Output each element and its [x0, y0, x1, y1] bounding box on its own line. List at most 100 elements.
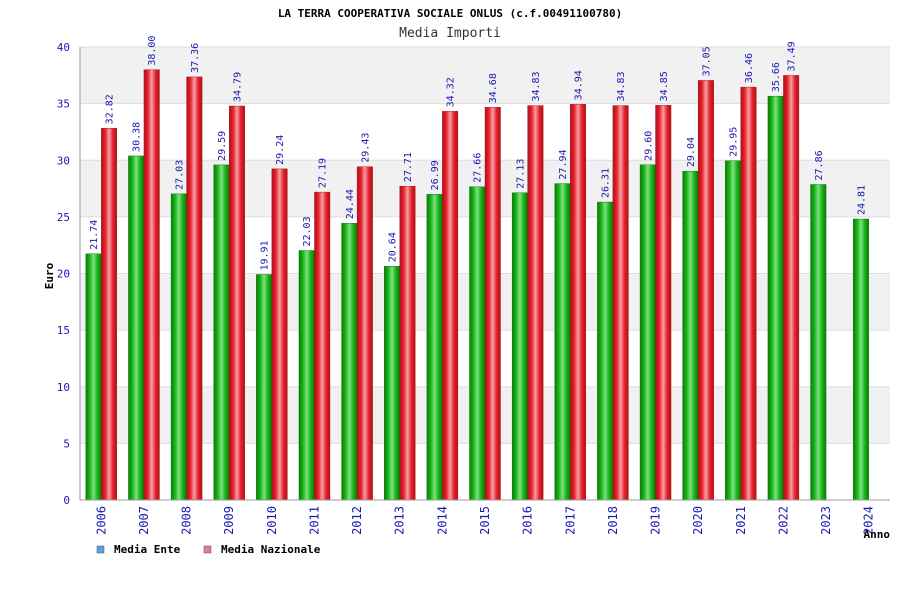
value-label: 34.79: [232, 72, 243, 102]
legend-label-media-nazionale: Media Nazionale: [221, 543, 321, 556]
bar-media-nazionale: [612, 105, 629, 501]
value-label: 29.95: [729, 127, 740, 157]
x-tick-label: 2024: [862, 506, 876, 535]
value-label: 37.36: [190, 43, 201, 73]
value-labels: 21.74 32.82 30.38 38.00 27.03 37.36 29.59 34.79…: [89, 36, 867, 271]
value-label: 29.60: [643, 131, 654, 161]
value-label: 29.59: [217, 131, 228, 161]
y-tick-label: 0: [63, 494, 70, 507]
y-tick-label: 40: [57, 41, 70, 54]
bar-media-ente: [213, 164, 230, 501]
bar-media-ente: [639, 164, 656, 501]
x-tick-label: 2018: [606, 506, 620, 535]
value-label: 27.03: [174, 160, 185, 190]
x-tick-label: 2016: [521, 506, 535, 535]
x-tick-label: 2020: [691, 506, 705, 535]
value-label: 37.49: [787, 41, 798, 71]
x-tick-label: 2009: [222, 506, 236, 535]
bar-media-ente: [298, 250, 315, 501]
y-tick-label: 20: [57, 268, 70, 281]
y-tick-label: 10: [57, 381, 70, 394]
bar-media-ente: [384, 266, 400, 501]
y-tick-label: 5: [63, 437, 70, 450]
x-tick-label: 2014: [435, 506, 449, 535]
value-label: 34.83: [616, 71, 627, 101]
value-label: 27.71: [403, 152, 414, 182]
bar-media-nazionale: [356, 166, 373, 501]
bar-media-ente: [725, 160, 741, 501]
x-axis-ticks: 2006 2007 2008 2009 2010 2011 2012 2013 2014 2015…: [94, 506, 875, 535]
y-tick-label: 35: [57, 98, 70, 111]
bar-media-ente: [810, 184, 827, 501]
bar-media-nazionale: [271, 168, 288, 501]
value-label: 27.94: [558, 149, 569, 179]
value-label: 34.94: [574, 70, 585, 100]
bar-media-ente: [852, 218, 869, 501]
value-label: 32.82: [105, 94, 116, 124]
y-tick-label: 15: [57, 324, 70, 337]
bar-media-nazionale: [186, 76, 203, 501]
legend-label-media-ente: Media Ente: [114, 543, 181, 556]
value-label: 34.83: [531, 71, 542, 101]
legend-swatch-media-ente: [96, 545, 105, 554]
bar-media-ente: [426, 194, 443, 501]
x-tick-label: 2013: [393, 506, 407, 535]
value-label: 27.86: [814, 150, 825, 180]
bar-media-ente: [128, 155, 145, 501]
value-label: 34.85: [659, 71, 670, 101]
chart-subtitle: Media Importi: [399, 26, 501, 41]
value-label: 24.44: [345, 189, 356, 219]
x-tick-label: 2011: [307, 506, 321, 535]
bar-media-ente: [511, 192, 528, 501]
value-label: 19.91: [260, 240, 271, 270]
chart-title: LA TERRA COOPERATIVA SOCIALE ONLUS (c.f.…: [278, 7, 622, 20]
bar-media-ente: [170, 193, 187, 501]
y-tick-label: 25: [57, 211, 70, 224]
value-label: 27.66: [473, 153, 484, 183]
bar-media-nazionale: [101, 128, 118, 501]
x-tick-label: 2022: [776, 506, 790, 535]
bar-media-nazionale: [655, 105, 672, 501]
x-tick-label: 2010: [265, 506, 279, 535]
legend-swatch-media-nazionale: [203, 545, 212, 554]
bar-media-nazionale: [527, 105, 544, 501]
bar-media-nazionale: [229, 105, 245, 501]
value-label: 34.68: [488, 73, 499, 103]
value-label: 24.81: [856, 185, 867, 215]
value-label: 29.43: [360, 133, 371, 163]
bar-media-nazionale: [484, 107, 501, 501]
value-label: 34.32: [446, 77, 457, 107]
y-tick-label: 30: [57, 154, 70, 167]
value-label: 27.13: [515, 159, 526, 189]
value-label: 27.19: [318, 158, 329, 188]
value-label: 30.38: [132, 122, 143, 152]
bar-media-ente: [341, 223, 358, 501]
bar-media-nazionale: [399, 185, 416, 501]
bar-media-nazionale: [143, 69, 160, 501]
bar-media-ente: [597, 201, 614, 501]
x-tick-label: 2019: [649, 506, 663, 535]
x-tick-label: 2012: [350, 506, 364, 535]
value-label: 37.05: [701, 46, 712, 76]
x-tick-label: 2017: [563, 506, 577, 535]
value-label: 20.64: [387, 232, 398, 262]
bar-media-nazionale: [442, 111, 459, 501]
legend: Media Ente Media Nazionale: [96, 543, 321, 556]
value-label: 22.03: [302, 216, 313, 246]
value-label: 26.99: [430, 160, 441, 190]
value-label: 21.74: [89, 220, 100, 250]
value-label: 35.66: [771, 62, 782, 92]
bar-media-ente: [256, 274, 273, 501]
bar-media-ente: [767, 95, 784, 501]
x-tick-label: 2007: [137, 506, 151, 535]
y-axis-title: Euro: [43, 262, 56, 289]
bar-media-ente: [469, 186, 486, 501]
x-tick-label: 2008: [180, 506, 194, 535]
value-label: 38.00: [147, 36, 158, 66]
value-label: 36.46: [744, 53, 755, 83]
y-axis-ticks: 0 5 10 15 20 25 30 35 40: [57, 41, 70, 507]
x-axis-title: Anno: [864, 528, 891, 541]
value-label: 29.04: [686, 137, 697, 167]
x-tick-label: 2023: [819, 506, 833, 535]
